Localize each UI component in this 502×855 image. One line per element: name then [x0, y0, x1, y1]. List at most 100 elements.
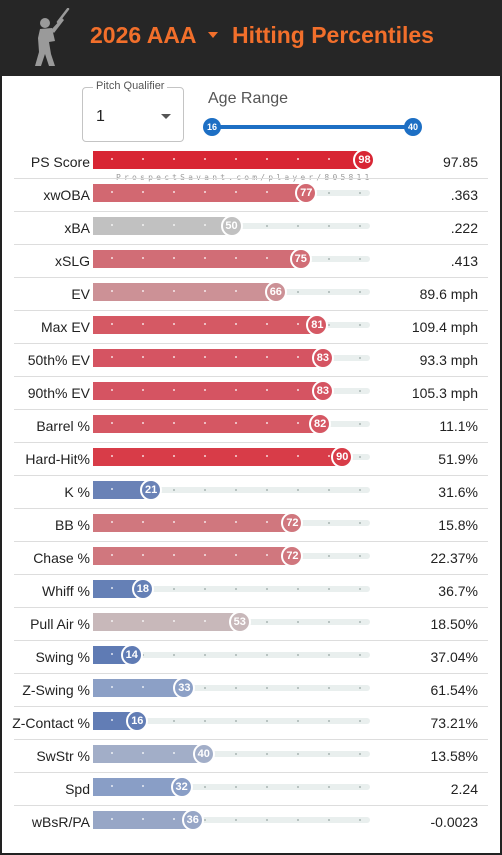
- percentile-track: [93, 718, 370, 724]
- percentile-bar: [93, 349, 323, 367]
- percentile-badge: 72: [281, 545, 304, 567]
- bar-tick: [173, 323, 175, 325]
- percentile-badge: 33: [173, 677, 196, 699]
- percentile-track: [93, 652, 370, 658]
- track-tick: [204, 687, 206, 689]
- bar-tick: [328, 455, 330, 457]
- percentile-bar: [93, 382, 323, 400]
- bar-tick: [204, 620, 206, 622]
- track-tick: [328, 819, 330, 821]
- bar-tick: [266, 356, 268, 358]
- track-tick: [266, 720, 268, 722]
- percentile-badge: 18: [131, 578, 154, 600]
- bar-tick: [266, 422, 268, 424]
- percentile-bar: [93, 184, 307, 202]
- track-tick: [328, 654, 330, 656]
- bar-tick: [173, 521, 175, 523]
- track-tick: [297, 753, 299, 755]
- track-tick: [359, 753, 361, 755]
- track-tick: [235, 588, 237, 590]
- bar-tick: [173, 224, 175, 226]
- track-tick: [359, 258, 361, 260]
- pitch-qualifier-label: Pitch Qualifier: [93, 80, 168, 92]
- bar-tick: [235, 521, 237, 523]
- track-tick: [297, 588, 299, 590]
- track-tick: [266, 654, 268, 656]
- bar-tick: [142, 752, 144, 754]
- track-tick: [359, 390, 361, 392]
- track-tick: [235, 489, 237, 491]
- bar-tick: [204, 158, 206, 160]
- percentile-badge: 75: [289, 248, 312, 270]
- percentile-track: [93, 586, 370, 592]
- filter-controls: Pitch Qualifier 1 Age Range 16 40: [0, 76, 502, 146]
- bar-tick: [235, 455, 237, 457]
- select-caret-icon: [161, 114, 171, 119]
- pitch-qualifier-select[interactable]: Pitch Qualifier 1: [82, 80, 184, 142]
- percentile-bar: [93, 811, 193, 829]
- metric-value: .222: [450, 220, 478, 236]
- age-range-min-thumb[interactable]: 16: [203, 118, 221, 136]
- percentile-track: [93, 487, 370, 493]
- metric-value: 105.3 mph: [411, 385, 478, 401]
- metric-label: K %: [64, 484, 90, 500]
- track-tick: [204, 489, 206, 491]
- track-tick: [359, 522, 361, 524]
- percentile-bar: [93, 580, 143, 598]
- track-tick: [359, 720, 361, 722]
- season-dropdown-caret-icon[interactable]: [208, 32, 218, 38]
- percentile-row: xwOBA 77 .363: [0, 179, 502, 212]
- percentile-bar: [93, 151, 365, 169]
- age-range-max-thumb[interactable]: 40: [404, 118, 422, 136]
- metric-label: xSLG: [54, 253, 90, 269]
- track-tick: [328, 192, 330, 194]
- header: 2026 AAA Hitting Percentiles: [0, 0, 502, 76]
- track-tick: [297, 687, 299, 689]
- bar-tick: [235, 158, 237, 160]
- bar-tick: [111, 653, 113, 655]
- age-range-track[interactable]: [213, 125, 413, 129]
- track-tick: [235, 720, 237, 722]
- metric-value: 51.9%: [438, 451, 478, 467]
- bar-tick: [173, 620, 175, 622]
- bar-tick: [173, 257, 175, 259]
- bar-tick: [173, 455, 175, 457]
- track-tick: [328, 588, 330, 590]
- metric-label: Whiff %: [42, 583, 90, 599]
- percentile-badge: 21: [140, 479, 163, 501]
- track-tick: [235, 819, 237, 821]
- metric-label: SwStr %: [36, 748, 90, 764]
- percentile-badge: 40: [192, 743, 215, 765]
- bar-tick: [173, 818, 175, 820]
- metric-value: 13.58%: [430, 748, 478, 764]
- track-tick: [235, 753, 237, 755]
- track-tick: [235, 654, 237, 656]
- percentile-row: xBA 50 .222: [0, 212, 502, 245]
- bar-tick: [204, 356, 206, 358]
- bar-tick: [142, 224, 144, 226]
- bar-tick: [111, 785, 113, 787]
- track-tick: [297, 291, 299, 293]
- bar-tick: [142, 455, 144, 457]
- track-tick: [297, 819, 299, 821]
- bar-tick: [204, 455, 206, 457]
- bar-tick: [204, 554, 206, 556]
- percentile-row: 50th% EV 83 93.3 mph: [0, 344, 502, 377]
- track-tick: [204, 720, 206, 722]
- percentile-track: [93, 817, 370, 823]
- metric-label: BB %: [54, 517, 90, 533]
- bar-tick: [111, 389, 113, 391]
- metric-label: EV: [71, 286, 90, 302]
- metric-value: 37.04%: [430, 649, 478, 665]
- percentile-badge: 36: [181, 809, 204, 831]
- season-selector[interactable]: 2026 AAA: [90, 22, 197, 48]
- track-tick: [297, 654, 299, 656]
- metric-value: 93.3 mph: [419, 352, 478, 368]
- bar-tick: [204, 290, 206, 292]
- percentile-bar: [93, 679, 185, 697]
- percentile-badge: 53: [228, 611, 251, 633]
- bar-tick: [142, 422, 144, 424]
- metric-value: -0.0023: [430, 814, 478, 830]
- track-tick: [359, 489, 361, 491]
- metric-label: wBsR/PA: [31, 814, 90, 830]
